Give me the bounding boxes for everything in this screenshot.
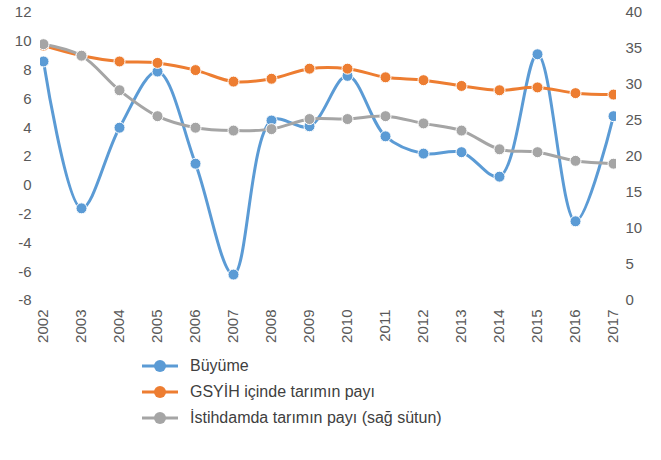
svg-text:2003: 2003 xyxy=(72,310,89,343)
svg-text:20: 20 xyxy=(626,147,643,164)
svg-text:5: 5 xyxy=(626,255,634,272)
svg-text:2004: 2004 xyxy=(110,310,127,343)
svg-text:0: 0 xyxy=(626,291,634,308)
svg-text:10: 10 xyxy=(626,219,643,236)
svg-text:35: 35 xyxy=(626,39,643,56)
svg-text:40: 40 xyxy=(626,3,643,20)
svg-text:15: 15 xyxy=(626,183,643,200)
svg-text:2010: 2010 xyxy=(338,310,355,343)
svg-text:2007: 2007 xyxy=(224,310,241,343)
html-text:Büyüme: Büyüme xyxy=(190,357,249,374)
svg-text:2011: 2011 xyxy=(376,310,393,342)
svg-text:2008: 2008 xyxy=(262,310,279,343)
svg-text:2: 2 xyxy=(23,147,31,164)
svg-text:8: 8 xyxy=(23,61,31,78)
svg-text:-8: -8 xyxy=(18,291,31,308)
html-text:İstihdamda tarımın payı (sağ s: İstihdamda tarımın payı (sağ sütun) xyxy=(190,409,442,426)
svg-text:2002: 2002 xyxy=(34,310,51,343)
svg-text:2012: 2012 xyxy=(414,310,431,343)
svg-text:25: 25 xyxy=(626,111,643,128)
svg-text:2015: 2015 xyxy=(528,310,545,343)
svg-text:2013: 2013 xyxy=(452,310,469,343)
svg-text:2017: 2017 xyxy=(604,310,621,343)
svg-text:10: 10 xyxy=(15,32,32,49)
svg-text:0: 0 xyxy=(23,176,31,193)
html-text:GSYİH içinde tarımın payı: GSYİH içinde tarımın payı xyxy=(190,383,375,400)
svg-text:30: 30 xyxy=(626,75,643,92)
svg-text:2016: 2016 xyxy=(566,310,583,343)
svg-text:-4: -4 xyxy=(18,234,31,251)
svg-text:12: 12 xyxy=(15,3,32,20)
svg-text:-2: -2 xyxy=(18,205,31,222)
svg-text:6: 6 xyxy=(23,90,31,107)
svg-text:4: 4 xyxy=(23,119,31,136)
svg-text:2005: 2005 xyxy=(148,310,165,343)
svg-text:2006: 2006 xyxy=(186,310,203,343)
svg-text:2009: 2009 xyxy=(300,310,317,343)
svg-text:-6: -6 xyxy=(18,263,31,280)
svg-text:2014: 2014 xyxy=(490,310,507,343)
